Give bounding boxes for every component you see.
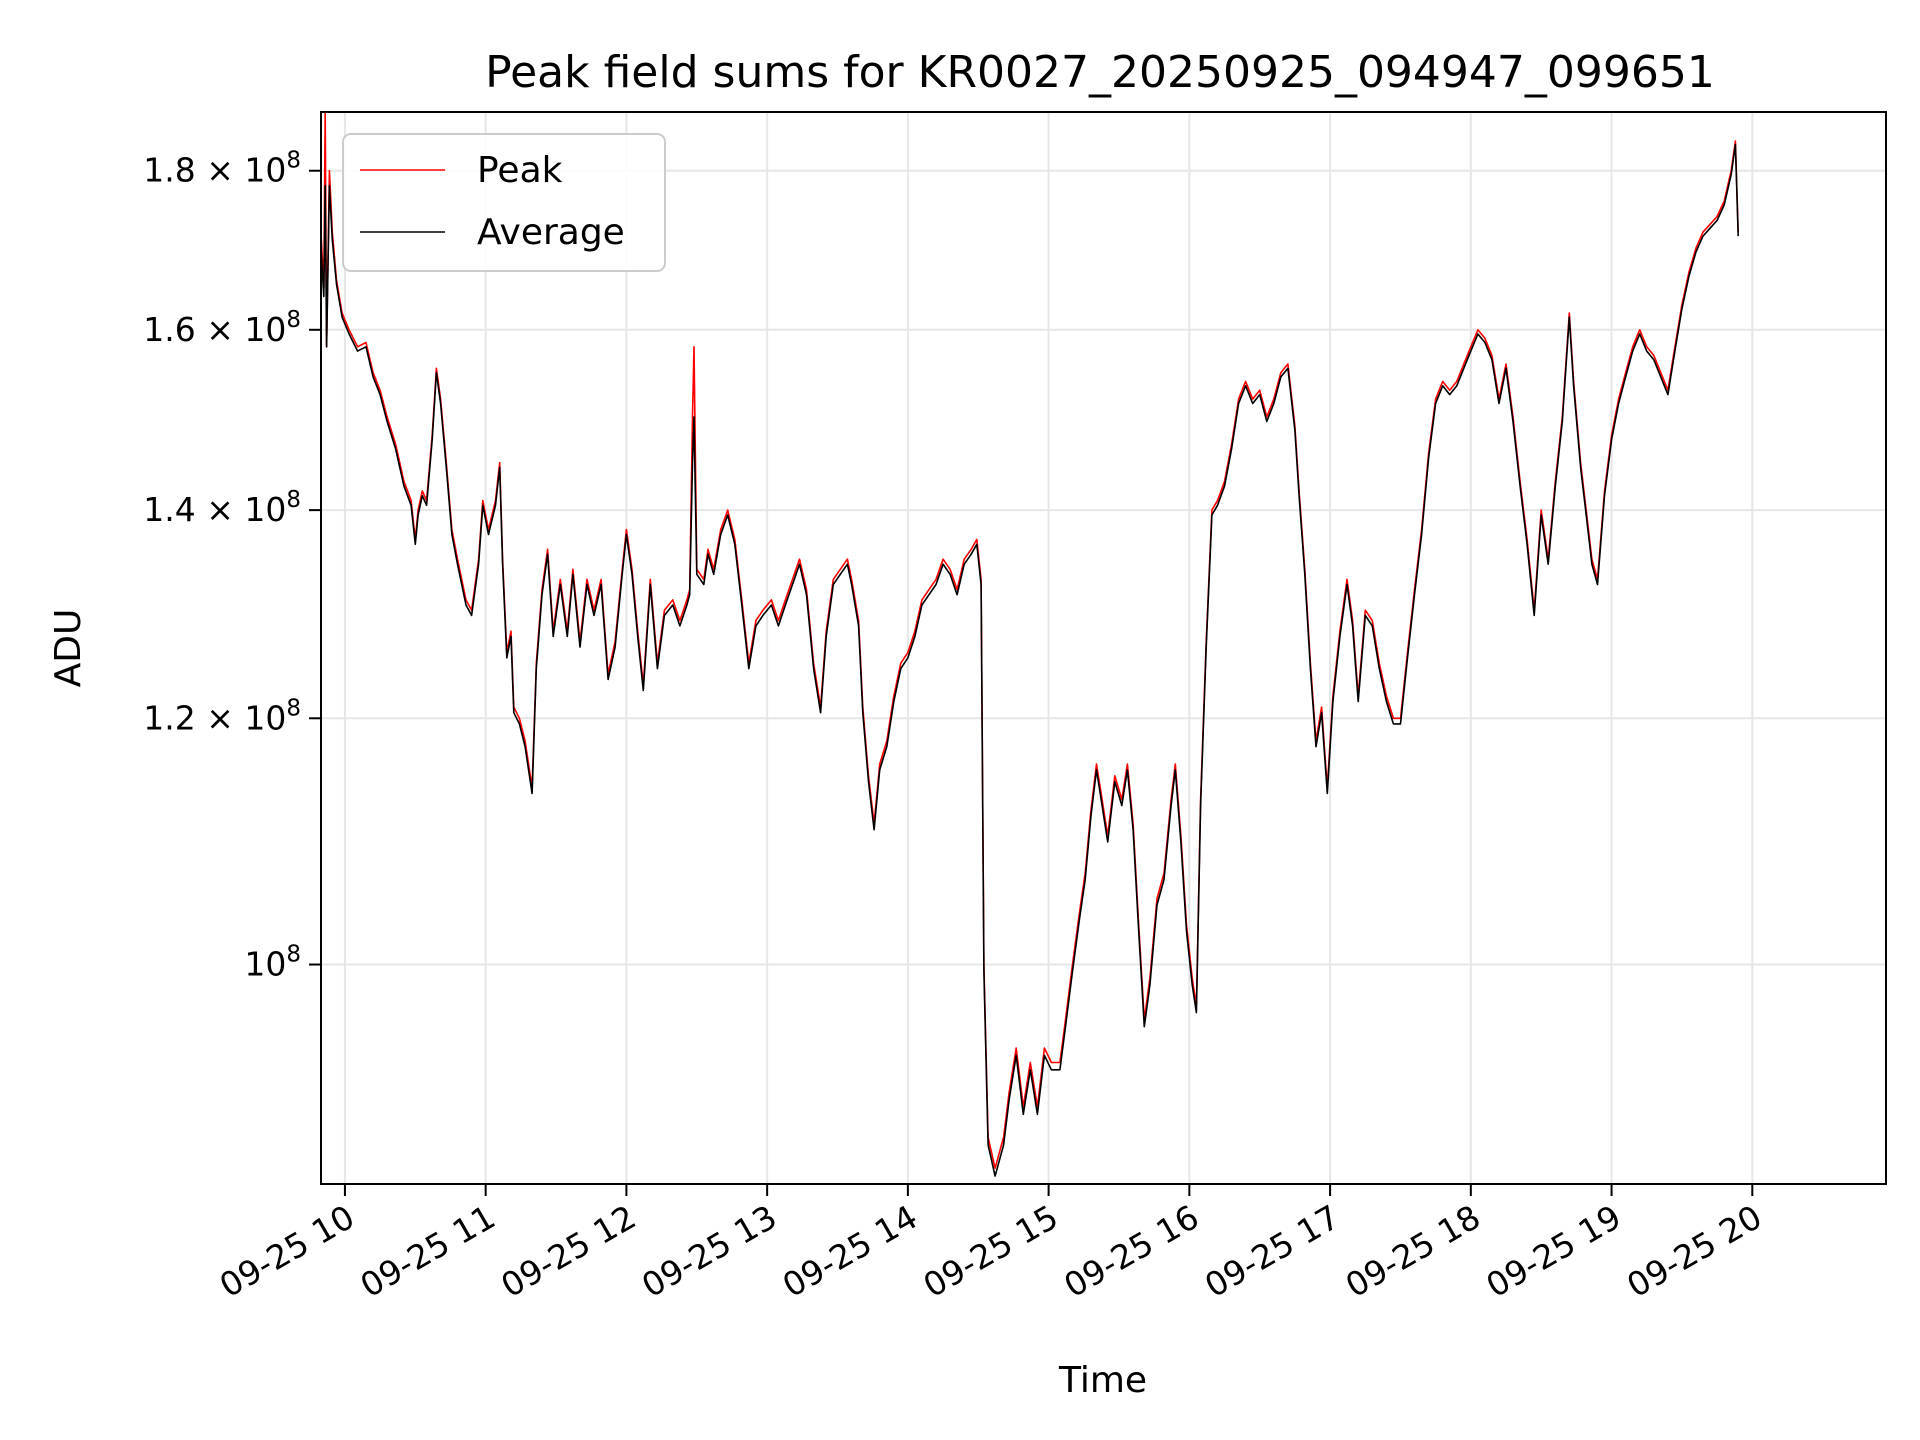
y-axis-label: ADU: [48, 609, 89, 688]
legend-label-average: Average: [477, 212, 625, 253]
y-tick-label: 1.8 × 108: [143, 148, 301, 190]
y-tick-base: 1.2 × 10: [143, 698, 286, 737]
y-tick-label: 1.2 × 108: [143, 695, 301, 737]
y-tick-exponent: 8: [286, 487, 301, 513]
series-layer: [320, 111, 1739, 1177]
y-tick-label: 1.6 × 108: [143, 307, 301, 349]
y-tick-base: 10: [244, 945, 286, 984]
x-axis-label: Time: [1058, 1360, 1147, 1401]
legend-label-peak: Peak: [477, 150, 563, 191]
y-tick-exponent: 8: [286, 942, 301, 968]
y-tick-label: 108: [244, 942, 301, 984]
chart-title: Peak field sums for KR0027_20250925_0949…: [485, 47, 1715, 98]
series-line-average: [320, 143, 1739, 1177]
y-tick-label: 1.4 × 108: [143, 487, 301, 529]
y-tick-base: 1.6 × 10: [143, 310, 286, 349]
y-tick-base: 1.4 × 10: [143, 490, 286, 529]
series-line-peak: [320, 111, 1739, 1169]
y-tick-exponent: 8: [286, 307, 301, 333]
y-tick-exponent: 8: [286, 695, 301, 721]
y-tick-exponent: 8: [286, 148, 301, 174]
legend-box: [342, 133, 666, 272]
y-tick-base: 1.8 × 10: [143, 151, 286, 190]
legend: Peak Average: [342, 133, 666, 272]
plot-frame: [320, 111, 1887, 1185]
